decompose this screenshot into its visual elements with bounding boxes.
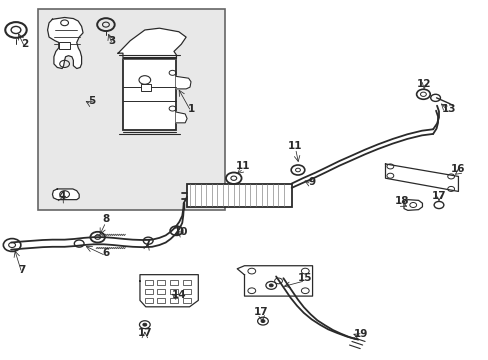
Bar bbox=[122, 59, 176, 130]
Text: 6: 6 bbox=[102, 248, 109, 258]
Text: 16: 16 bbox=[450, 164, 465, 174]
Polygon shape bbox=[403, 200, 422, 210]
Text: 15: 15 bbox=[297, 273, 312, 283]
Bar bbox=[170, 289, 178, 294]
Text: 10: 10 bbox=[174, 227, 188, 237]
Polygon shape bbox=[47, 18, 83, 68]
Polygon shape bbox=[118, 28, 186, 59]
Text: 12: 12 bbox=[416, 78, 431, 89]
Bar bbox=[59, 42, 70, 49]
Text: 9: 9 bbox=[307, 177, 315, 187]
Bar bbox=[183, 280, 190, 285]
Text: 11: 11 bbox=[288, 141, 302, 151]
Polygon shape bbox=[176, 112, 187, 123]
Polygon shape bbox=[237, 266, 312, 296]
Text: 18: 18 bbox=[394, 197, 409, 206]
Bar bbox=[144, 280, 152, 285]
Text: 17: 17 bbox=[431, 191, 446, 201]
Text: 7: 7 bbox=[143, 239, 151, 249]
Text: 11: 11 bbox=[236, 161, 250, 171]
Polygon shape bbox=[176, 76, 191, 89]
Bar bbox=[157, 280, 165, 285]
Text: 14: 14 bbox=[171, 290, 186, 300]
Text: 5: 5 bbox=[87, 96, 95, 107]
Bar bbox=[144, 298, 152, 303]
Text: 13: 13 bbox=[441, 104, 455, 113]
Bar bbox=[157, 289, 165, 294]
Text: 1: 1 bbox=[187, 104, 194, 113]
Text: 4: 4 bbox=[59, 191, 66, 201]
Bar bbox=[141, 84, 150, 91]
Text: 19: 19 bbox=[353, 329, 367, 339]
Text: 8: 8 bbox=[102, 214, 109, 224]
Bar bbox=[170, 280, 178, 285]
Text: 2: 2 bbox=[21, 39, 28, 49]
Polygon shape bbox=[385, 164, 458, 192]
Bar bbox=[183, 298, 190, 303]
Text: 3: 3 bbox=[108, 36, 116, 46]
Bar bbox=[144, 289, 152, 294]
Text: 7: 7 bbox=[18, 265, 25, 275]
Polygon shape bbox=[52, 189, 79, 200]
Bar bbox=[187, 184, 291, 207]
Bar bbox=[157, 298, 165, 303]
Text: 17: 17 bbox=[254, 307, 268, 317]
Bar bbox=[170, 298, 178, 303]
Circle shape bbox=[142, 323, 146, 326]
Text: 17: 17 bbox=[137, 328, 152, 338]
Circle shape bbox=[261, 320, 264, 323]
Circle shape bbox=[269, 284, 273, 287]
Polygon shape bbox=[140, 275, 198, 307]
Bar bbox=[38, 9, 224, 210]
Bar bbox=[183, 289, 190, 294]
